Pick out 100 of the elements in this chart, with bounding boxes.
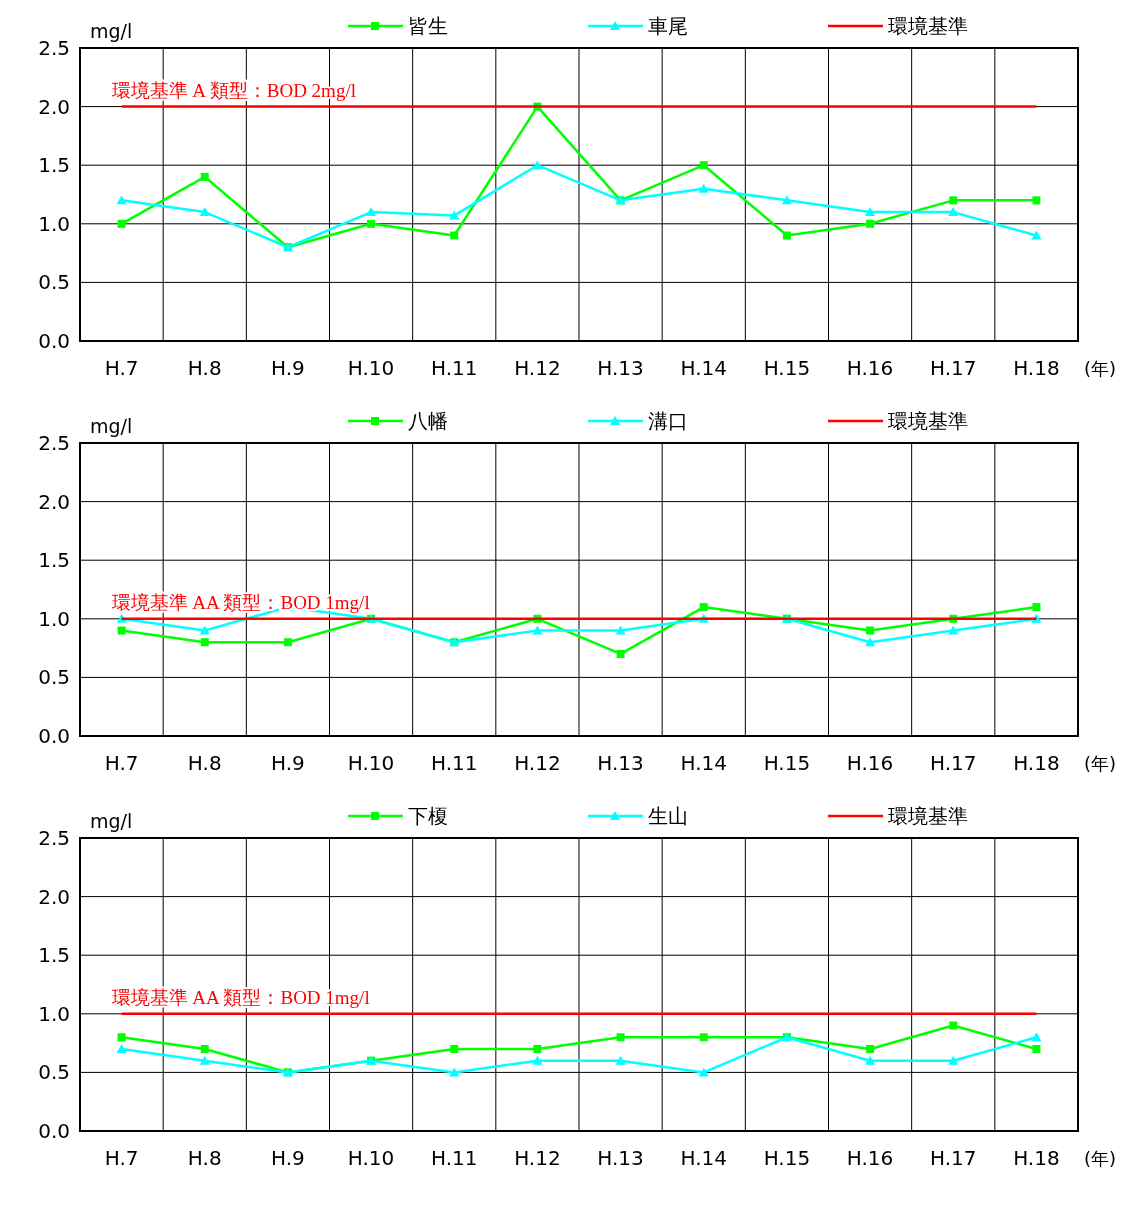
y-tick-label: 0.5 — [38, 270, 70, 295]
point — [1031, 230, 1042, 240]
legend-label: 車尾 — [648, 14, 688, 38]
point — [116, 195, 127, 205]
x-tick-label: H.8 — [187, 356, 222, 380]
point — [532, 1055, 543, 1065]
legend-label: 下榎 — [408, 804, 448, 828]
x-tick-label: H.13 — [597, 1146, 644, 1170]
point — [949, 196, 958, 205]
point — [533, 1044, 542, 1053]
y-tick-label: 2.5 — [38, 36, 70, 60]
point — [117, 1033, 126, 1042]
x-axis-title: (年) — [1083, 753, 1117, 774]
point — [865, 637, 876, 647]
y-tick-label: 1.0 — [38, 1001, 70, 1026]
x-tick-label: H.18 — [1013, 1146, 1060, 1170]
y-tick-label: 0.0 — [38, 724, 70, 748]
point — [865, 1055, 876, 1065]
x-tick-label: H.15 — [763, 1146, 811, 1170]
point — [866, 626, 875, 635]
x-tick-label: H.14 — [680, 1146, 727, 1170]
x-tick-label: H.13 — [597, 751, 644, 775]
y-tick-label: 2.0 — [38, 94, 70, 119]
x-tick-label: H.12 — [514, 1146, 561, 1170]
point — [699, 161, 708, 170]
point — [450, 1044, 459, 1053]
legend-label: 皆生 — [408, 14, 448, 38]
point — [782, 231, 791, 240]
point — [366, 207, 377, 217]
point — [949, 1021, 958, 1030]
x-tick-label: H.9 — [271, 356, 305, 380]
x-tick-label: H.10 — [347, 1146, 395, 1170]
point — [699, 1033, 708, 1042]
y-tick-label: 1.0 — [38, 606, 70, 631]
x-tick-label: H.16 — [846, 356, 894, 380]
point — [449, 210, 460, 220]
point — [865, 207, 876, 217]
y-tick-label: 1.5 — [38, 153, 70, 178]
point — [532, 160, 543, 170]
x-tick-label: H.14 — [680, 356, 727, 380]
y-axis-title: mg/l — [90, 810, 133, 832]
x-tick-label: H.17 — [930, 751, 977, 775]
legend-label: 溝口 — [648, 409, 688, 433]
point — [199, 625, 210, 635]
point — [449, 1067, 460, 1077]
x-tick-label: H.18 — [1013, 356, 1060, 380]
legend-label: 生山 — [648, 804, 688, 828]
x-tick-label: H.8 — [187, 751, 222, 775]
legend-label: 八幡 — [408, 409, 448, 433]
point — [699, 603, 708, 612]
x-tick-label: H.8 — [187, 1146, 222, 1170]
point — [117, 219, 126, 228]
y-tick-label: 1.5 — [38, 943, 70, 968]
point — [948, 207, 959, 217]
y-axis-title: mg/l — [90, 415, 133, 437]
point — [116, 1043, 127, 1053]
y-axis-title: mg/l — [90, 20, 133, 42]
x-tick-label: H.7 — [104, 356, 139, 380]
point — [866, 219, 875, 228]
y-tick-label: 2.5 — [38, 826, 70, 850]
point — [200, 638, 209, 647]
x-tick-label: H.7 — [104, 751, 139, 775]
x-tick-label: H.7 — [104, 1146, 139, 1170]
y-tick-label: 2.0 — [38, 884, 70, 909]
x-tick-label: H.16 — [846, 1146, 894, 1170]
x-tick-label: H.17 — [930, 356, 977, 380]
x-axis-title: (年) — [1083, 358, 1117, 379]
x-tick-label: H.13 — [597, 356, 644, 380]
x-tick-label: H.9 — [271, 1146, 305, 1170]
y-tick-label: 0.0 — [38, 1119, 70, 1143]
point — [698, 1067, 709, 1077]
x-tick-label: H.11 — [431, 1146, 478, 1170]
point — [616, 1033, 625, 1042]
point — [199, 1055, 210, 1065]
point — [948, 625, 959, 635]
point — [367, 219, 376, 228]
y-tick-label: 1.5 — [38, 548, 70, 573]
y-tick-label: 1.0 — [38, 211, 70, 236]
x-tick-label: H.12 — [514, 751, 561, 775]
point — [450, 231, 459, 240]
point — [1032, 196, 1041, 205]
y-tick-label: 0.0 — [38, 329, 70, 353]
point — [1032, 1044, 1041, 1053]
x-tick-label: H.15 — [763, 356, 811, 380]
y-tick-label: 2.5 — [38, 431, 70, 455]
x-tick-label: H.11 — [431, 356, 478, 380]
x-tick-label: H.16 — [846, 751, 894, 775]
x-tick-label: H.14 — [680, 751, 727, 775]
x-tick-label: H.10 — [347, 751, 395, 775]
legend-label: 環境基準 — [888, 14, 968, 38]
x-tick-label: H.17 — [930, 1146, 977, 1170]
point — [781, 195, 792, 205]
point — [866, 1044, 875, 1053]
x-tick-label: H.18 — [1013, 751, 1060, 775]
point — [615, 625, 626, 635]
point — [532, 625, 543, 635]
y-tick-label: 2.0 — [38, 489, 70, 514]
point — [698, 183, 709, 193]
point — [117, 626, 126, 635]
point — [200, 1044, 209, 1053]
